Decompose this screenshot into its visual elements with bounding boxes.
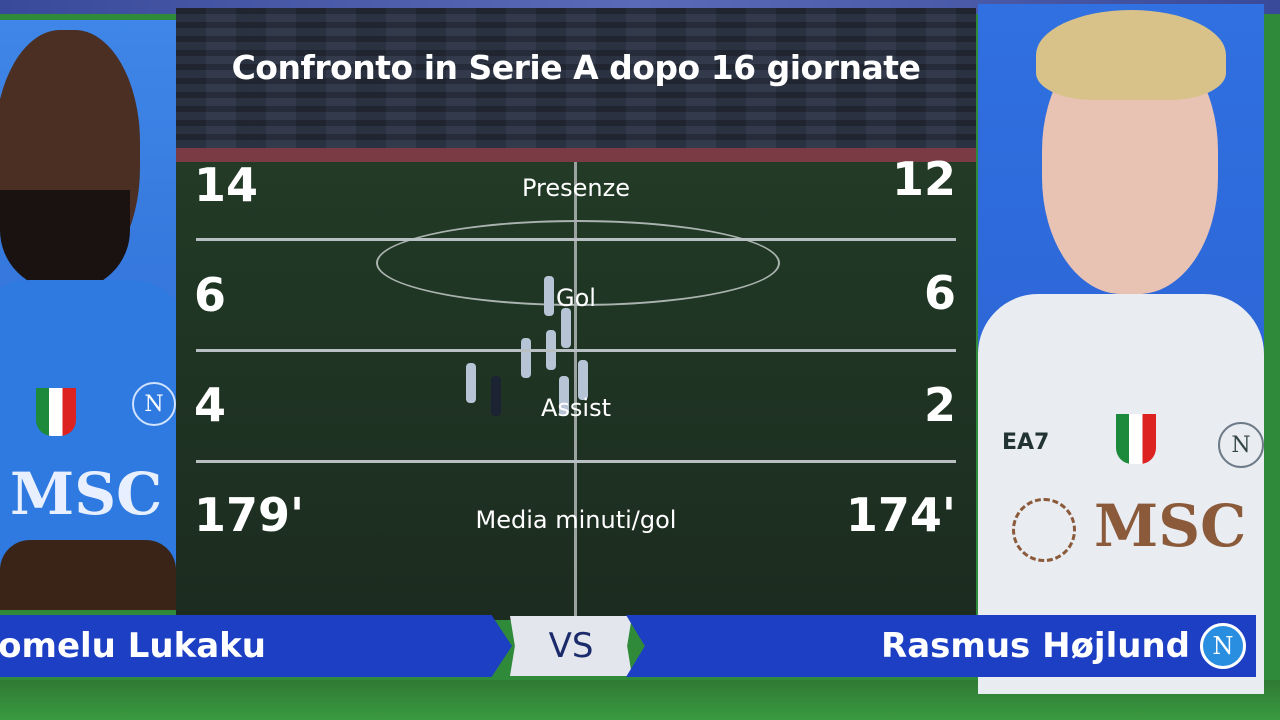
footballer-figure	[491, 376, 501, 416]
right-presenze: 12	[891, 152, 956, 206]
left-sponsor: MSC	[10, 460, 163, 528]
halfway-line	[574, 162, 577, 620]
footballer-figure	[561, 308, 571, 348]
label-assist: Assist	[540, 394, 611, 422]
divider	[196, 349, 956, 352]
left-player-photo: N MSC	[0, 20, 176, 610]
napoli-crest-icon: N	[1200, 623, 1246, 669]
footballer-figure	[559, 376, 569, 416]
label-media-minuti: Media minuti/gol	[475, 506, 677, 534]
right-assist: 2	[923, 378, 956, 432]
left-assist: 4	[194, 378, 227, 432]
right-sponsor: MSC	[1094, 492, 1247, 560]
left-player-name: Romelu Lukaku	[0, 626, 266, 666]
footballer-figure	[466, 363, 476, 403]
vs-badge: VS	[510, 616, 632, 676]
msc-logo-icon	[1012, 498, 1076, 562]
label-gol: Gol	[556, 284, 596, 312]
right-player-photo: EA7 N MSC	[978, 4, 1264, 694]
stadium-stands	[176, 8, 976, 153]
stats-panel: Confronto in Serie A dopo 16 giornate 14…	[176, 8, 976, 620]
left-presenze: 14	[194, 158, 259, 212]
kit-brand: EA7	[1002, 430, 1050, 455]
page-title: Confronto in Serie A dopo 16 giornate	[231, 48, 921, 87]
divider	[196, 238, 956, 241]
footballer-figure	[578, 360, 588, 400]
footballer-figure	[521, 338, 531, 378]
right-player-name: Rasmus Højlund	[881, 626, 1190, 666]
footballer-figure	[544, 276, 554, 316]
napoli-crest-icon: N	[1218, 422, 1264, 468]
napoli-crest-icon: N	[132, 382, 176, 426]
left-name-bar: Romelu Lukaku	[0, 615, 512, 677]
divider	[196, 460, 956, 463]
left-gol: 6	[194, 268, 227, 322]
ad-boards	[176, 148, 976, 162]
left-media-minuti: 179'	[194, 488, 305, 542]
center-circle	[376, 220, 780, 306]
right-name-bar: Rasmus Højlund N	[626, 615, 1256, 677]
right-media-minuti: 174'	[845, 488, 956, 542]
label-presenze: Presenze	[522, 174, 630, 202]
right-gol: 6	[923, 266, 956, 320]
